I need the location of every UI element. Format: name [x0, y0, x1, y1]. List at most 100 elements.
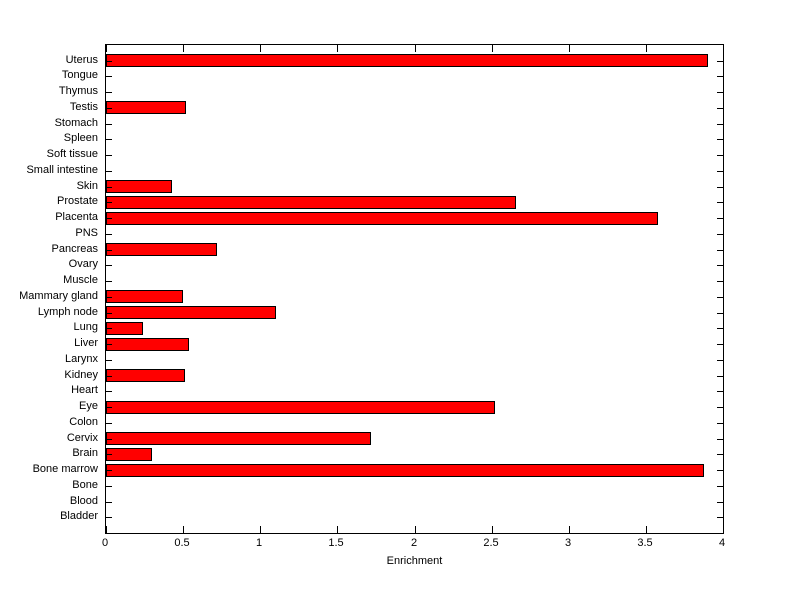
bar-placenta [106, 212, 658, 225]
y-tick-mark [717, 139, 723, 140]
y-tick-mark [717, 486, 723, 487]
y-tick-mark [717, 517, 723, 518]
y-tick-mark [717, 155, 723, 156]
y-tick-mark [106, 250, 112, 251]
y-tick-mark [717, 281, 723, 282]
y-tick-label: Blood [69, 495, 98, 507]
x-tick-mark [415, 526, 416, 533]
y-tick-mark [717, 124, 723, 125]
bar-kidney [106, 369, 185, 382]
x-tick-mark [183, 45, 184, 52]
x-tick-mark [183, 526, 184, 533]
y-tick-mark [717, 187, 723, 188]
x-tick-mark [723, 45, 724, 52]
y-tick-label: Eye [79, 400, 98, 412]
y-tick-label: Skin [76, 180, 98, 192]
y-tick-label: Uterus [65, 54, 98, 66]
y-tick-mark [106, 139, 112, 140]
y-tick-label: Placenta [55, 211, 98, 223]
y-tick-mark [717, 76, 723, 77]
y-tick-mark [717, 423, 723, 424]
y-tick-mark [106, 313, 112, 314]
y-tick-mark [106, 187, 112, 188]
bar-lymph-node [106, 306, 276, 319]
y-tick-mark [717, 391, 723, 392]
y-tick-label: Testis [69, 101, 98, 113]
y-tick-mark [106, 171, 112, 172]
y-tick-label: Stomach [54, 117, 98, 129]
y-tick-mark [106, 297, 112, 298]
y-tick-mark [106, 486, 112, 487]
y-tick-label: Bladder [60, 510, 98, 522]
bar-liver [106, 338, 189, 351]
y-tick-mark [717, 407, 723, 408]
y-tick-label: Lymph node [37, 306, 98, 318]
y-tick-mark [717, 234, 723, 235]
y-tick-mark [717, 502, 723, 503]
x-axis-label: Enrichment [386, 555, 443, 567]
y-tick-mark [106, 218, 112, 219]
bar-prostate [106, 196, 516, 209]
y-tick-label: Small intestine [26, 164, 98, 176]
y-tick-mark [106, 202, 112, 203]
bar-mammary-gland [106, 290, 183, 303]
x-tick-mark [337, 526, 338, 533]
x-tick-mark [260, 526, 261, 533]
y-tick-mark [717, 360, 723, 361]
y-tick-mark [106, 76, 112, 77]
x-tick-label: 1.5 [328, 537, 344, 549]
bar-skin [106, 180, 172, 193]
y-tick-mark [717, 171, 723, 172]
y-tick-mark [106, 281, 112, 282]
y-tick-mark [106, 124, 112, 125]
bar-bone-marrow [106, 464, 704, 477]
y-tick-mark [106, 265, 112, 266]
y-tick-mark [106, 360, 112, 361]
y-tick-mark [106, 439, 112, 440]
x-tick-mark [260, 45, 261, 52]
y-tick-mark [106, 454, 112, 455]
y-tick-mark [106, 376, 112, 377]
y-tick-mark [717, 439, 723, 440]
y-tick-label: Prostate [57, 195, 98, 207]
y-tick-label: Muscle [63, 274, 98, 286]
y-tick-mark [717, 470, 723, 471]
y-tick-label: Lung [73, 321, 98, 333]
x-tick-label: 2.5 [483, 537, 499, 549]
y-tick-mark [717, 92, 723, 93]
y-tick-mark [717, 297, 723, 298]
y-tick-mark [717, 328, 723, 329]
y-tick-label: Pancreas [51, 243, 98, 255]
x-tick-label: 4 [718, 537, 726, 549]
y-tick-label: Ovary [68, 258, 98, 270]
y-tick-label: Kidney [64, 369, 98, 381]
x-tick-mark [492, 45, 493, 52]
y-tick-mark [717, 454, 723, 455]
y-tick-label: Colon [69, 416, 98, 428]
x-axis-tick-labels: 0 0.5 1 1.5 2 2.5 3 3.5 4 [102, 536, 725, 552]
y-tick-label: Bone [72, 479, 98, 491]
y-tick-mark [717, 202, 723, 203]
bar-testis [106, 101, 186, 114]
x-tick-label: 0.5 [174, 537, 190, 549]
y-tick-mark [106, 108, 112, 109]
x-tick-label: 3.5 [637, 537, 653, 549]
y-tick-mark [106, 502, 112, 503]
y-tick-mark [106, 344, 112, 345]
y-tick-mark [106, 92, 112, 93]
y-tick-mark [717, 250, 723, 251]
x-tick-mark [415, 45, 416, 52]
y-tick-mark [106, 517, 112, 518]
y-tick-label: Spleen [63, 132, 98, 144]
bar-brain [106, 448, 152, 461]
bar-uterus [106, 54, 708, 67]
bar-pancreas [106, 243, 217, 256]
x-tick-label: 3 [564, 537, 572, 549]
x-tick-mark [646, 526, 647, 533]
y-tick-mark [717, 376, 723, 377]
y-tick-mark [106, 470, 112, 471]
x-tick-label: 1 [255, 537, 263, 549]
x-tick-mark [723, 526, 724, 533]
y-tick-label: Bone marrow [32, 463, 98, 475]
